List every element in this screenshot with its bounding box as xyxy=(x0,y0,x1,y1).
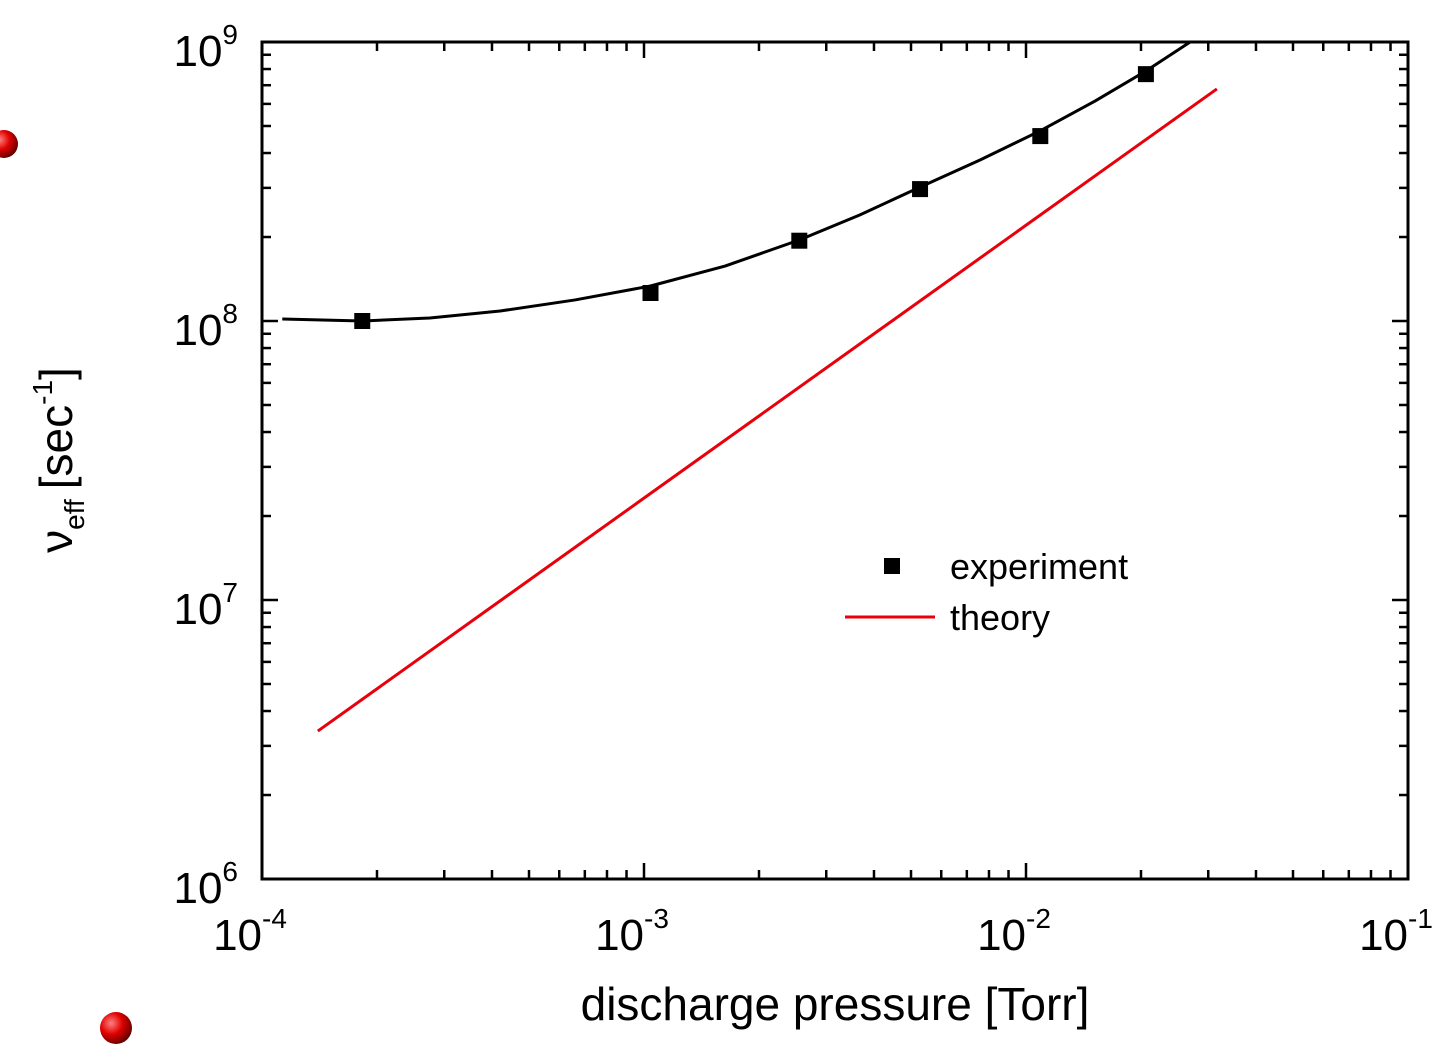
decoration xyxy=(0,130,18,158)
decoration xyxy=(100,1012,132,1044)
legend-label: experiment xyxy=(950,546,1128,587)
fit-line xyxy=(282,42,1191,323)
y-label-unit: [sec xyxy=(30,405,82,489)
x-tick-base: 10 xyxy=(595,911,644,960)
x-tick-exponent: -2 xyxy=(1026,903,1051,934)
x-tick-label: 10-4 xyxy=(213,903,287,960)
data-point xyxy=(1137,66,1154,83)
plot-frame xyxy=(260,40,1410,881)
y-tick-base: 10 xyxy=(173,585,222,634)
x-tick-base: 10 xyxy=(977,911,1026,960)
y-tick-exponent: 7 xyxy=(222,577,238,608)
x-tick-exponent: -1 xyxy=(1408,903,1433,934)
y-tick-exponent: 8 xyxy=(222,298,238,329)
data-point xyxy=(1032,128,1049,145)
x-tick-base: 10 xyxy=(213,911,262,960)
x-tick-label: 10-3 xyxy=(595,903,669,960)
y-tick-label: 106 xyxy=(173,856,238,913)
x-tick-base: 10 xyxy=(1359,911,1408,960)
legend-label: theory xyxy=(950,597,1050,638)
y-label-close: ] xyxy=(30,367,82,380)
legend-marker xyxy=(884,558,900,574)
y-tick-label: 109 xyxy=(173,19,238,76)
y-tick-label: 107 xyxy=(173,577,238,634)
data-point xyxy=(642,284,659,301)
x-tick-label: 10-2 xyxy=(977,903,1051,960)
y-label-exponent: -1 xyxy=(27,380,58,405)
y-tick-base: 10 xyxy=(173,864,222,913)
y-tick-exponent: 9 xyxy=(222,19,238,50)
x-tick-exponent: -3 xyxy=(644,903,669,934)
y-tick-exponent: 6 xyxy=(222,856,238,887)
x-tick-exponent: -4 xyxy=(262,903,287,934)
series-line xyxy=(316,87,1218,733)
y-axis-label: νeff [sec-1] xyxy=(27,367,90,553)
data-point xyxy=(912,181,929,198)
y-tick-label: 108 xyxy=(173,298,238,355)
x-tick-label: 10-1 xyxy=(1359,903,1433,960)
x-axis-label: discharge pressure [Torr] xyxy=(581,978,1090,1030)
data-point xyxy=(354,313,371,329)
y-tick-base: 10 xyxy=(173,306,222,355)
y-tick-base: 10 xyxy=(173,27,222,76)
data-point xyxy=(791,232,808,249)
y-label-symbol: ν xyxy=(30,530,82,553)
y-label-subscript: eff xyxy=(59,499,90,530)
